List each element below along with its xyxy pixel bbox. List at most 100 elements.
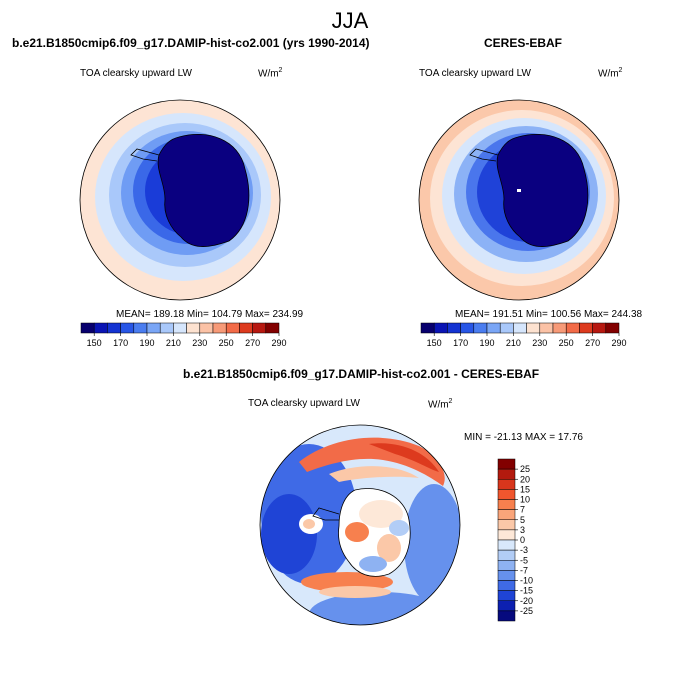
panel2-colorbar-box-9 bbox=[539, 322, 554, 334]
diff-colorbar-tick-label-3: 10 bbox=[520, 495, 530, 505]
diff-colorbar-tick-label-2: 15 bbox=[520, 484, 530, 494]
panel2-colorbar-tick-label-6: 270 bbox=[585, 338, 600, 348]
diff-colorbar-box-1 bbox=[497, 468, 516, 480]
diff-title: b.e21.B1850cmip6.f09_g17.DAMIP-hist-co2.… bbox=[183, 367, 540, 381]
panel2-variable-label: TOA clearsky upward LW bbox=[419, 68, 531, 79]
panel1-title: b.e21.B1850cmip6.f09_g17.DAMIP-hist-co2.… bbox=[12, 36, 370, 50]
panel2-colorbar-box-11 bbox=[565, 322, 580, 334]
panel1-colorbar-tick-label-0: 150 bbox=[87, 338, 102, 348]
panel2-colorbar-tick-label-0: 150 bbox=[427, 338, 442, 348]
panel1-colorbar-tick-label-2: 190 bbox=[139, 338, 154, 348]
panel2-colorbar-box-14 bbox=[605, 322, 620, 334]
diff-units: W/m2 bbox=[428, 398, 453, 411]
diff-colorbar-tick-label-13: -20 bbox=[520, 596, 533, 606]
panel2-colorbar-tick-label-1: 170 bbox=[453, 338, 468, 348]
panel1-colorbar-box-7 bbox=[173, 322, 187, 334]
diff-colorbar-tick-label-4: 7 bbox=[520, 505, 525, 515]
panel1-colorbar-box-12 bbox=[239, 322, 253, 334]
panel2-colorbar-box-6 bbox=[499, 322, 514, 334]
panel1-units: W/m2 bbox=[258, 67, 283, 80]
panel2-colorbar-box-13 bbox=[592, 322, 607, 334]
panel2-stats: MEAN= 191.51 Min= 100.56 Max= 244.38 bbox=[455, 309, 643, 320]
diff-colorbar-tick-label-7: 0 bbox=[520, 535, 525, 545]
panel2-colorbar-box-8 bbox=[526, 322, 541, 334]
panel2-colorbar-box-4 bbox=[473, 322, 488, 334]
diff-colorbar-tick-label-1: 20 bbox=[520, 474, 530, 484]
panel2-missing-data-pixel bbox=[517, 189, 521, 192]
panel1-colorbar-box-2 bbox=[107, 322, 121, 334]
panel2-colorbar-box-3 bbox=[460, 322, 475, 334]
panel2-colorbar-tick-label-2: 190 bbox=[479, 338, 494, 348]
panel1-stats: MEAN= 189.18 Min= 104.79 Max= 234.99 bbox=[116, 309, 304, 320]
season-title: JJA bbox=[331, 8, 369, 33]
diff-colorbar-box-5 bbox=[497, 509, 516, 520]
diff-colorbar-box-10 bbox=[497, 560, 516, 571]
panel1-colorbar-box-3 bbox=[120, 322, 135, 334]
panel1-colorbar-box-1 bbox=[93, 322, 108, 334]
diff-colorbar-tick-label-6: 3 bbox=[520, 525, 525, 535]
diff-coastline bbox=[338, 488, 411, 577]
diff-stats: MIN = -21.13 MAX = 17.76 bbox=[464, 432, 583, 443]
panel2-title: CERES-EBAF bbox=[484, 36, 563, 50]
panel2-colorbar-tick-label-5: 250 bbox=[559, 338, 574, 348]
panel2-colorbar: 150 170 190 210 230 250 270 290 bbox=[420, 322, 627, 348]
diff-colorbar-box-15 bbox=[497, 610, 516, 622]
panel1-colorbar-box-6 bbox=[159, 322, 174, 334]
panel1-colorbar-box-8 bbox=[186, 322, 201, 334]
diff-colorbar-box-11 bbox=[497, 570, 516, 581]
panel1-colorbar-box-9 bbox=[199, 322, 214, 334]
diff-colorbar-box-12 bbox=[497, 580, 516, 591]
diff-colorbar-tick-label-5: 5 bbox=[520, 515, 525, 525]
panel2-colorbar-tick-label-3: 210 bbox=[506, 338, 521, 348]
panel2-colorbar-tick-label-7: 290 bbox=[611, 338, 626, 348]
panel2-colorbar-tick-label-4: 230 bbox=[532, 338, 547, 348]
panel1-variable-label: TOA clearsky upward LW bbox=[80, 68, 192, 79]
panel2-colorbar-box-2 bbox=[447, 322, 461, 334]
panel1-colorbar-box-4 bbox=[133, 322, 148, 334]
diff-colorbar-tick-label-9: -5 bbox=[520, 555, 528, 565]
panel1-colorbar-tick-label-7: 290 bbox=[271, 338, 286, 348]
diff-colorbar-box-7 bbox=[497, 529, 516, 541]
diff-colorbar-tick-label-11: -10 bbox=[520, 576, 533, 586]
diff-colorbar-tick-label-12: -15 bbox=[520, 586, 533, 596]
diff-map bbox=[259, 424, 461, 626]
diff-colorbar-box-2 bbox=[497, 479, 516, 490]
diff-colorbar-box-0 bbox=[497, 458, 516, 470]
diff-map-border bbox=[259, 424, 461, 626]
diff-colorbar-box-13 bbox=[497, 590, 516, 601]
panel2-colorbar-box-0 bbox=[420, 322, 435, 334]
panel1-colorbar-box-0 bbox=[80, 322, 95, 334]
diff-colorbar-tick-label-10: -7 bbox=[520, 565, 528, 575]
panel1-colorbar-box-10 bbox=[212, 322, 227, 334]
panel1-map bbox=[79, 99, 281, 301]
diff-colorbar-tick-label-14: -25 bbox=[520, 606, 533, 616]
panel1-colorbar-box-11 bbox=[225, 322, 240, 334]
panel2-colorbar-box-10 bbox=[552, 322, 567, 334]
panel1-colorbar-box-14 bbox=[265, 322, 280, 334]
panel2-antarctica-interior bbox=[497, 134, 588, 247]
diff-colorbar-box-9 bbox=[497, 549, 516, 561]
panel1-colorbar-tick-label-4: 230 bbox=[192, 338, 207, 348]
panel1-colorbar-tick-label-6: 270 bbox=[245, 338, 260, 348]
panel1-map-border bbox=[79, 99, 281, 301]
diff-variable-label: TOA clearsky upward LW bbox=[248, 398, 360, 409]
panel1-antarctica-interior bbox=[158, 134, 249, 247]
panel1-colorbar-tick-label-1: 170 bbox=[113, 338, 128, 348]
panel1-colorbar: 150 170 190 210 230 250 270 290 bbox=[80, 322, 287, 348]
panel2-map bbox=[418, 99, 620, 301]
panel1-colorbar-box-13 bbox=[252, 322, 267, 334]
diff-colorbar-box-8 bbox=[497, 539, 516, 551]
panel2-colorbar-box-7 bbox=[513, 322, 527, 334]
panel2-map-border bbox=[418, 99, 620, 301]
panel1-colorbar-tick-label-3: 210 bbox=[166, 338, 181, 348]
diff-colorbar-box-6 bbox=[497, 519, 516, 531]
panel2-colorbar-box-5 bbox=[486, 322, 501, 334]
diff-colorbar-box-3 bbox=[497, 489, 516, 500]
diff-colorbar-tick-label-8: -3 bbox=[520, 545, 528, 555]
panel1-colorbar-tick-label-5: 250 bbox=[219, 338, 234, 348]
diff-colorbar-box-4 bbox=[497, 499, 516, 510]
panel2-colorbar-box-12 bbox=[579, 322, 593, 334]
panel2-units: W/m2 bbox=[598, 67, 623, 80]
panel1-colorbar-box-5 bbox=[146, 322, 161, 334]
